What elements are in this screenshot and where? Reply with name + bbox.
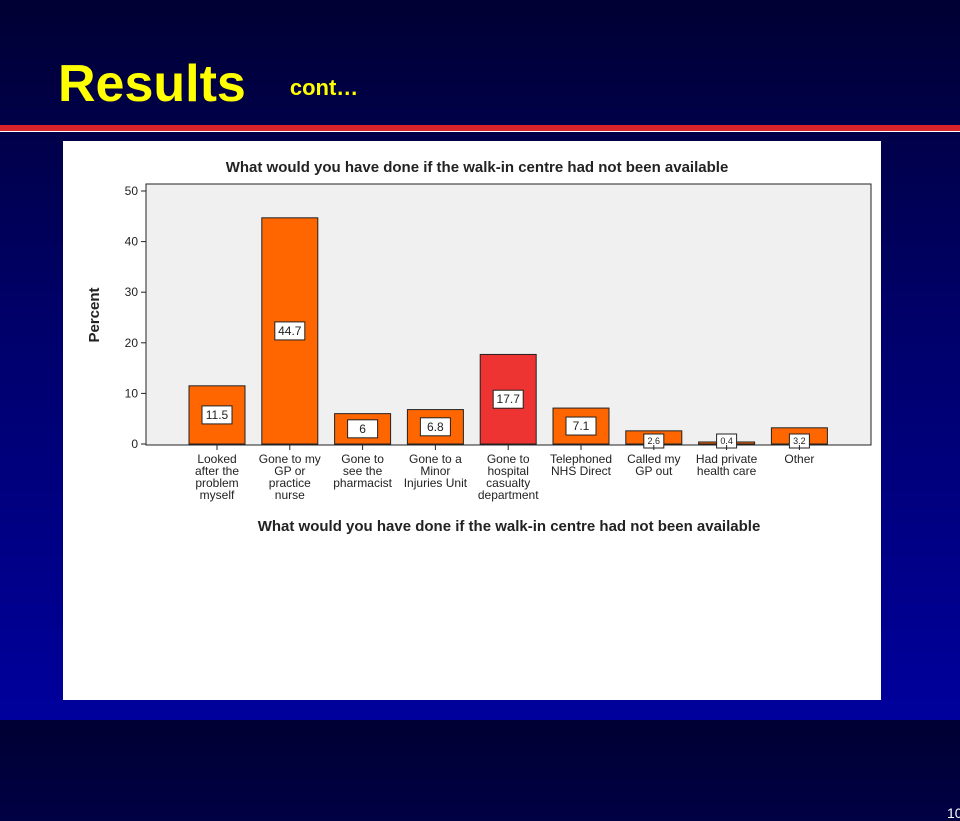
- data-label-box: [347, 419, 379, 439]
- x-tick-label: Telephoned NHS Direct: [550, 452, 612, 478]
- x-tick-label: Looked after the problem myself: [195, 452, 239, 502]
- data-label-text: 11.5: [206, 408, 229, 422]
- x-tick-label: Gone to hospital casualty department: [478, 452, 539, 502]
- data-label-box: [565, 416, 597, 436]
- data-label-text: 44.7: [278, 324, 302, 338]
- data-label: 17.7: [492, 389, 524, 409]
- y-tick-label: 40: [125, 235, 139, 249]
- data-label: 7.1: [565, 416, 597, 436]
- title-divider: [0, 125, 960, 132]
- data-label: 3.2: [788, 433, 810, 449]
- chart-panel: What would you have done if the walk-in …: [63, 141, 960, 821]
- x-tick-label: Gone to see the pharmacist: [333, 452, 392, 490]
- chart-title: What would you have done if the walk-in …: [226, 159, 729, 176]
- slide-title: Results cont…: [58, 58, 358, 110]
- data-label: 6: [347, 419, 379, 439]
- bars: 11.5 44.7 6 6.8 17.7 7.1 2.6 0.4 3.2: [188, 217, 828, 449]
- data-label-text: 7.1: [573, 419, 590, 433]
- data-label-text: 3.2: [793, 436, 806, 446]
- x-tick-label: Called my GP out: [627, 452, 680, 478]
- data-label-text: 17.7: [497, 392, 521, 406]
- data-label-box: [201, 405, 233, 425]
- x-tick-label: Gone to my GP or practice nurse: [259, 452, 321, 502]
- data-label-box: [419, 417, 451, 437]
- y-axis-label: Percent: [86, 287, 103, 342]
- data-label-text: 0.4: [720, 436, 733, 446]
- y-tick-label: 10: [125, 386, 139, 400]
- x-tick-label: Gone to a Minor Injuries Unit: [404, 452, 468, 490]
- data-label-text: 6.8: [427, 420, 444, 434]
- page-number: 10: [947, 805, 960, 821]
- data-label-box: [492, 389, 524, 409]
- y-tick-label: 20: [125, 336, 139, 350]
- y-tick-label: 50: [125, 184, 139, 198]
- slide-subtitle: cont…: [289, 75, 359, 100]
- x-axis: Looked after the problem myself Gone to my GP…: [195, 445, 814, 502]
- y-tick-label: 30: [125, 285, 139, 299]
- data-label-text: 2.6: [648, 436, 661, 446]
- bar-chart: What would you have done if the walk-in …: [86, 159, 872, 535]
- data-label: 6.8: [419, 417, 451, 437]
- slide-title-text: Results: [58, 55, 246, 113]
- y-tick-label: 0: [131, 437, 138, 451]
- data-label-box: [274, 321, 306, 341]
- data-label: 11.5: [201, 405, 233, 425]
- x-tick-label: Other: [784, 452, 814, 466]
- x-tick-label: Had private health care: [696, 452, 758, 478]
- data-label: 44.7: [274, 321, 306, 341]
- y-axis: 0 10 20 30 40 50: [125, 184, 146, 451]
- x-axis-label: What would you have done if the walk-in …: [258, 518, 761, 535]
- data-label-text: 6: [359, 422, 366, 436]
